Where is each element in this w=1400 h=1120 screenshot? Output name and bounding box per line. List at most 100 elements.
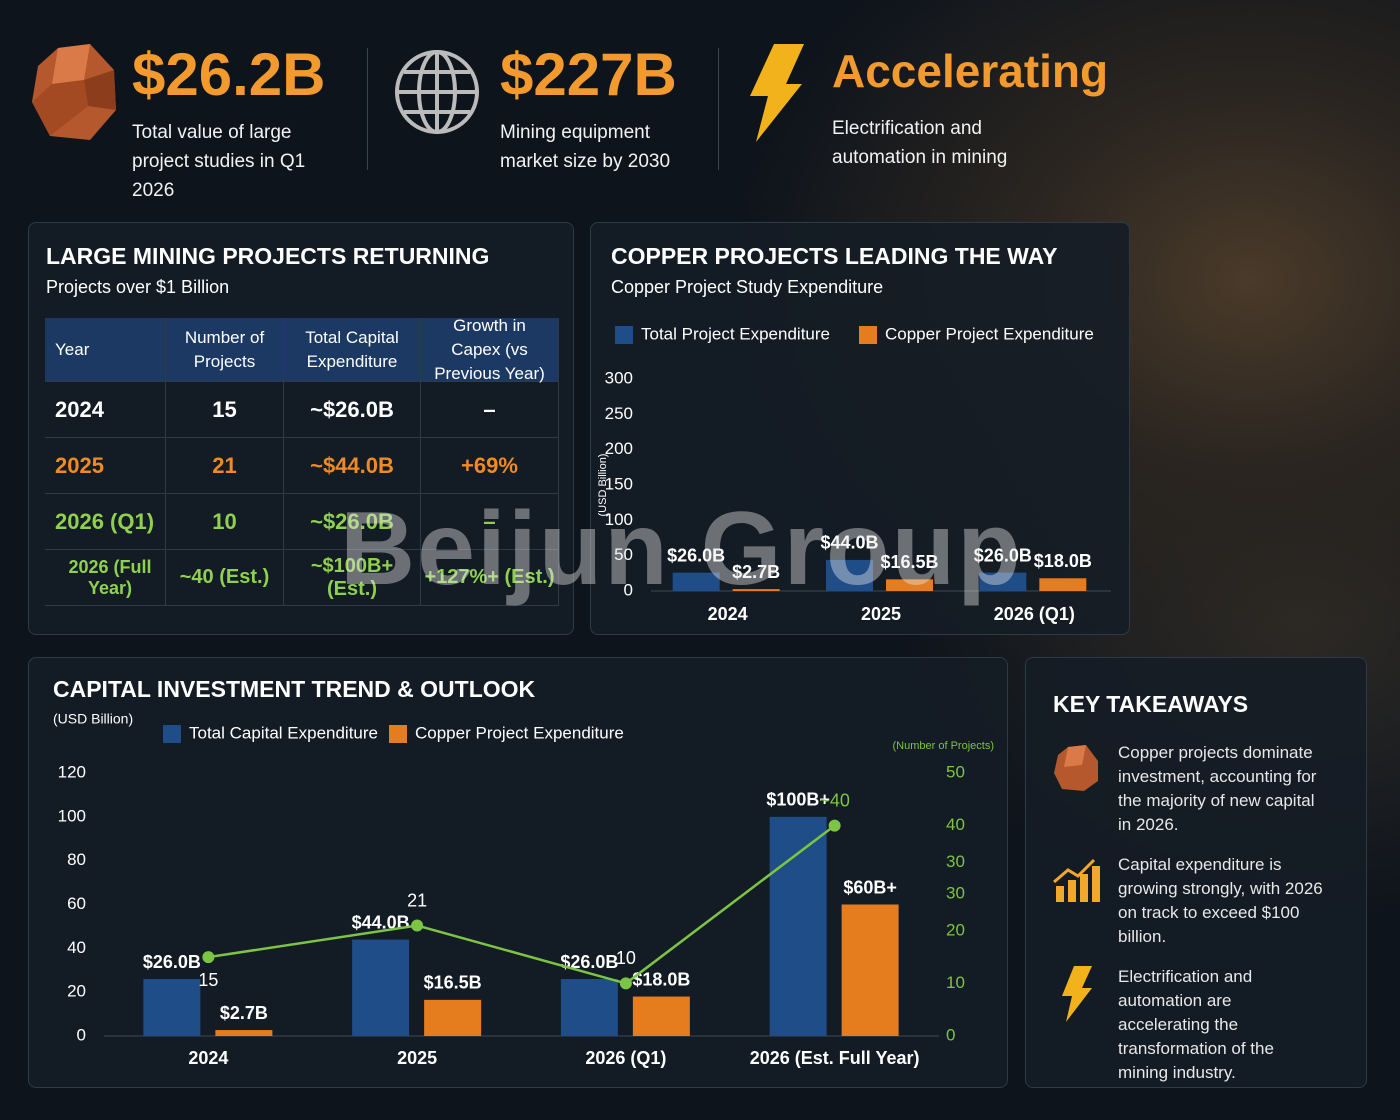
copper-chart: COPPER PROJECTS LEADING THE WAY Copper Pr… xyxy=(597,243,1111,624)
x-tick-label: 2026 (Q1) xyxy=(994,604,1075,624)
takeaway-text: Electrification and automation are accel… xyxy=(1118,967,1274,1082)
bar xyxy=(424,999,482,1036)
table-panel: LARGE MINING PROJECTS RETURNING Projects … xyxy=(28,222,574,635)
bar xyxy=(979,572,1027,591)
table-cell: ~40 (Est.) xyxy=(166,550,284,606)
x-tick-label: 2024 xyxy=(188,1048,228,1068)
x-tick-label: 2026 (Est. Full Year) xyxy=(750,1048,920,1068)
kpi-value: Accelerating xyxy=(832,45,1109,97)
y-tick-label: 150 xyxy=(605,474,633,493)
y-tick-label: 300 xyxy=(605,368,633,387)
value-label: $2.7B xyxy=(220,1003,268,1023)
growth-icon xyxy=(1053,858,1100,902)
kpi-value: $26.2B xyxy=(132,41,326,108)
table-cell: 2024 xyxy=(45,382,166,438)
legend-label: Copper Project Expenditure xyxy=(415,723,624,742)
y-tick-label: 40 xyxy=(67,938,86,957)
y2-tick-label: 30 xyxy=(946,883,965,902)
legend-swatch xyxy=(859,326,877,344)
bar xyxy=(886,579,933,591)
line-point xyxy=(411,919,424,932)
y2-axis-label: (Number of Projects) xyxy=(893,740,994,752)
y-tick-label: 200 xyxy=(605,439,633,458)
bar xyxy=(560,979,618,1036)
legend-swatch xyxy=(389,725,407,743)
bar xyxy=(352,939,410,1036)
table-cell: ~$44.0B xyxy=(284,438,421,494)
point-label: 10 xyxy=(616,948,636,968)
y-tick-label: 120 xyxy=(58,762,86,781)
y-tick-label: 80 xyxy=(67,850,86,869)
capital-panel: CAPITAL INVESTMENT TREND & OUTLOOK (USD B… xyxy=(28,657,1008,1088)
y-axis-label: (USD Billion) xyxy=(597,454,609,517)
table-cell: +127%+ (Est.) xyxy=(421,550,559,606)
takeaways-panel: KEY TAKEAWAYS Copper projects dominate in… xyxy=(1025,657,1367,1088)
kpi-label: Electrification and automation in mining xyxy=(832,118,1008,168)
lightning-icon xyxy=(750,44,804,142)
y-axis-label: (USD Billion) xyxy=(53,711,133,727)
table-header: Year xyxy=(45,318,166,382)
capital-chart: CAPITAL INVESTMENT TREND & OUTLOOK (USD B… xyxy=(53,676,994,1068)
value-label: $60B+ xyxy=(843,877,897,897)
bar xyxy=(826,559,873,591)
takeaway-text: Capital expenditure is growing strongly,… xyxy=(1118,855,1323,946)
y-tick-label: 250 xyxy=(605,404,633,423)
point-label: 15 xyxy=(198,970,218,990)
chart-title: COPPER PROJECTS LEADING THE WAY xyxy=(611,243,1057,269)
chart-subtitle: Copper Project Study Expenditure xyxy=(611,277,883,297)
takeaway-text: Copper projects dominate investment, acc… xyxy=(1118,743,1317,834)
value-label: $44.0B xyxy=(352,912,410,932)
table-title: LARGE MINING PROJECTS RETURNING xyxy=(46,243,490,269)
y2-tick-label: 20 xyxy=(946,920,965,939)
legend-label: Copper Project Expenditure xyxy=(885,324,1094,343)
value-label: $18.0B xyxy=(632,969,690,989)
value-label: $2.7B xyxy=(732,562,780,582)
y2-tick-label: 50 xyxy=(946,762,965,781)
takeaways-title: KEY TAKEAWAYS xyxy=(1053,691,1249,717)
bar xyxy=(769,816,827,1036)
kpi-label: Total value of large project studies in … xyxy=(132,122,306,201)
table-cell: 21 xyxy=(166,438,284,494)
table-header: Growth in Capex (vs Previous Year) xyxy=(421,316,559,383)
x-tick-label: 2025 xyxy=(397,1048,437,1068)
y-tick-label: 20 xyxy=(67,982,86,1001)
x-tick-label: 2024 xyxy=(708,604,748,624)
table-cell: – xyxy=(421,382,559,438)
value-label: $16.5B xyxy=(424,973,482,993)
table-cell: ~$26.0B xyxy=(284,382,421,438)
y-tick-label: 100 xyxy=(58,806,86,825)
point-label: 21 xyxy=(407,890,427,910)
table-cell: 2025 xyxy=(45,438,166,494)
table-cell: +69% xyxy=(421,438,559,494)
legend-label: Total Project Expenditure xyxy=(641,324,830,343)
y2-tick-label: 10 xyxy=(946,973,965,992)
bar xyxy=(632,996,690,1036)
separator xyxy=(718,48,719,170)
table-subtitle: Projects over $1 Billion xyxy=(46,277,230,297)
table-cell: 15 xyxy=(166,382,284,438)
y-tick-label: 0 xyxy=(624,580,633,599)
y-tick-label: 60 xyxy=(67,894,86,913)
value-label: $100B+ xyxy=(766,790,830,810)
y2-tick-label: 30 xyxy=(946,852,965,871)
line-point xyxy=(619,977,632,990)
table-header: Number of Projects xyxy=(166,318,284,382)
bar xyxy=(1039,578,1087,591)
value-label: $26.0B xyxy=(560,952,618,972)
watermark: Beijun Group xyxy=(340,491,1023,607)
value-label: $44.0B xyxy=(820,533,878,553)
y2-tick-label: 0 xyxy=(946,1025,955,1044)
y-tick-label: 0 xyxy=(77,1025,86,1044)
value-label: $26.0B xyxy=(667,545,725,565)
copper-icon xyxy=(32,44,116,140)
legend-swatch xyxy=(163,725,181,743)
kpi-label: Mining equipment market size by 2030 xyxy=(500,122,671,172)
point-label: ~40 xyxy=(819,790,850,810)
table-cell: – xyxy=(421,494,559,550)
value-label: $26.0B xyxy=(143,952,201,972)
copper-panel: COPPER PROJECTS LEADING THE WAY Copper Pr… xyxy=(590,222,1130,635)
bar xyxy=(215,1030,273,1036)
bar xyxy=(732,589,780,591)
table-cell: 10 xyxy=(166,494,284,550)
